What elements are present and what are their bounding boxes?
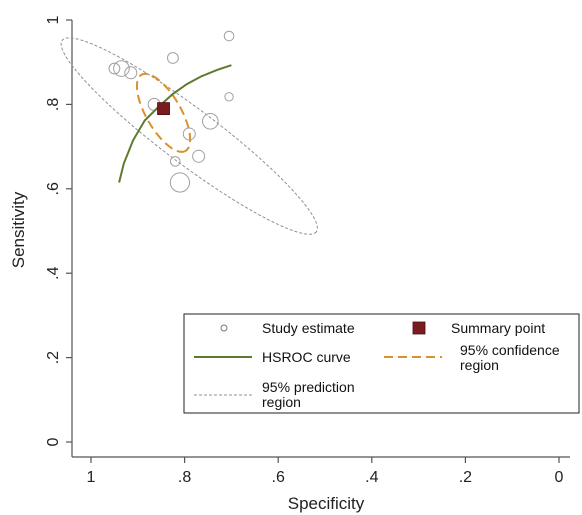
hsroc-curve-layer: [118, 64, 232, 183]
legend-confidence-label-1: 95% confidence: [460, 342, 560, 358]
study-estimate-point: [167, 52, 179, 64]
y-axis-title: Sensitivity: [9, 191, 28, 268]
y-tick-label: .6: [45, 182, 62, 195]
legend-box: [183, 313, 580, 414]
legend-prediction-label-1: 95% prediction: [262, 379, 355, 395]
summary-point-marker: [157, 102, 170, 116]
study-estimate-point: [113, 60, 130, 77]
legend-hsroc-label: HSROC curve: [262, 349, 351, 365]
legend-summary-label: Summary point: [451, 320, 545, 336]
legend-summary-marker: [412, 321, 426, 335]
x-tick-label: .2: [459, 469, 472, 486]
confidence-region-layer: [135, 72, 192, 153]
study-estimate-point: [169, 156, 181, 167]
y-axis-ticks: 0 .2 .4 .6 .8 1: [45, 15, 72, 446]
summary-point-layer: [157, 102, 170, 116]
legend-study-label: Study estimate: [262, 320, 355, 336]
x-axis-title: Specificity: [288, 494, 365, 513]
y-tick-label: .8: [45, 98, 62, 111]
x-tick-label: .4: [365, 469, 378, 486]
y-tick-label: .2: [45, 351, 62, 364]
prediction-region-ellipse: [60, 37, 318, 235]
x-axis-ticks: 1 .8 .6 .4 .2 0: [87, 457, 564, 486]
study-estimates-layer: [108, 30, 235, 193]
study-estimate-point: [124, 66, 138, 80]
legend-confidence-label-2: region: [460, 357, 499, 373]
y-tick-label: 1: [45, 15, 62, 24]
study-estimate-point: [192, 149, 206, 163]
study-estimate-point: [108, 62, 121, 75]
x-tick-label: 1: [87, 469, 96, 486]
study-estimate-point: [202, 112, 219, 130]
x-tick-label: .6: [272, 469, 285, 486]
legend-study-marker: [220, 324, 228, 332]
y-tick-label: .4: [45, 266, 62, 279]
legend: Study estimate Summary point HSROC curve…: [183, 313, 580, 414]
study-estimate-point: [224, 92, 234, 102]
study-estimate-point: [223, 30, 235, 42]
confidence-region-ellipse: [135, 72, 192, 153]
x-tick-label: .8: [178, 469, 191, 486]
y-tick-label: 0: [45, 437, 62, 446]
legend-prediction-label-2: region: [262, 394, 301, 410]
prediction-region-layer: [60, 37, 318, 235]
study-estimate-point: [169, 172, 191, 193]
hsroc-curve: [118, 64, 232, 183]
x-tick-label: 0: [555, 469, 564, 486]
